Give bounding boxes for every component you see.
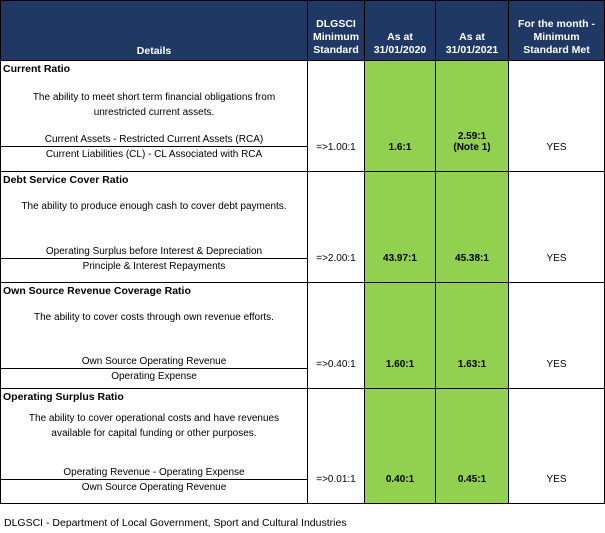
ratio-details: Operating Surplus Ratio The ability to c… [0,388,308,504]
formula-numerator: Current Assets - Restricted Current Asse… [1,134,307,147]
formula-denominator: Principle & Interest Repayments [82,261,226,272]
ratio-description: The ability to cover operational costs a… [28,413,280,439]
formula-numerator: Operating Revenue - Operating Expense [1,467,307,480]
value-2021: 45.38:1 [435,171,509,283]
footnote-abbreviation: DLGSCI - Department of Local Government,… [4,517,347,529]
standard-met: YES [508,388,605,504]
header-standard: DLGSCI Minimum Standard [307,0,365,61]
value-2021: 2.59:1 (Note 1) [435,60,509,172]
formula-denominator: Own Source Operating Revenue [81,482,227,493]
header-met: For the month - Minimum Standard Met [508,0,605,61]
note-reference: (Note 1) [453,142,491,153]
ratio-details: Current Ratio The ability to meet short … [0,60,308,172]
standard-value: =>1.00:1 [307,60,365,172]
value-2020: 0.40:1 [364,388,436,504]
ratio-description: The ability to produce enough cash to co… [21,201,287,212]
ratio-details: Debt Service Cover Ratio The ability to … [0,171,308,283]
standard-met: YES [508,282,605,389]
header-row: Details DLGSCI Minimum Standard As at 31/01… [0,0,605,61]
ratio-description: The ability to meet short term financial… [32,92,276,118]
standard-met: YES [508,60,605,172]
header-2020: As at 31/01/2020 [364,0,436,61]
ratio-title: Debt Service Cover Ratio [3,174,129,186]
ratio-row-own-source: Own Source Revenue Coverage Ratio The ab… [0,282,605,389]
value-2020: 43.97:1 [364,171,436,283]
ratio-title: Operating Surplus Ratio [3,391,124,403]
value-2021: 1.63:1 [435,282,509,389]
ratio-formula: Current Assets - Restricted Current Asse… [1,134,307,160]
ratio-formula: Operating Surplus before Interest & Depr… [1,246,307,272]
value-2020: 1.60:1 [364,282,436,389]
header-details: Details [0,0,308,61]
ratio-details: Own Source Revenue Coverage Ratio The ab… [0,282,308,389]
standard-value: =>0.01:1 [307,388,365,504]
ratio-formula: Own Source Operating Revenue Operating E… [1,356,307,382]
ratio-description: The ability to cover costs through own r… [34,312,274,323]
formula-denominator: Current Liabilities (CL) - CL Associated… [45,149,263,160]
ratio-row-operating-surplus: Operating Surplus Ratio The ability to c… [0,388,605,504]
ratio-row-current: Current Ratio The ability to meet short … [0,60,605,172]
ratio-title: Current Ratio [3,63,71,75]
standard-met: YES [508,171,605,283]
formula-denominator: Operating Expense [111,371,197,382]
ratio-formula: Operating Revenue - Operating Expense Ow… [1,467,307,493]
financial-ratios-table: Details DLGSCI Minimum Standard As at 31/01… [0,0,605,504]
formula-numerator: Own Source Operating Revenue [1,356,307,369]
formula-numerator: Operating Surplus before Interest & Depr… [1,246,307,259]
standard-value: =>2.00:1 [307,171,365,283]
value-2021: 0.45:1 [435,388,509,504]
ratio-row-debt-service: Debt Service Cover Ratio The ability to … [0,171,605,283]
header-2021: As at 31/01/2021 [435,0,509,61]
value-2020: 1.6:1 [364,60,436,172]
standard-value: =>0.40:1 [307,282,365,389]
ratio-title: Own Source Revenue Coverage Ratio [3,285,191,297]
